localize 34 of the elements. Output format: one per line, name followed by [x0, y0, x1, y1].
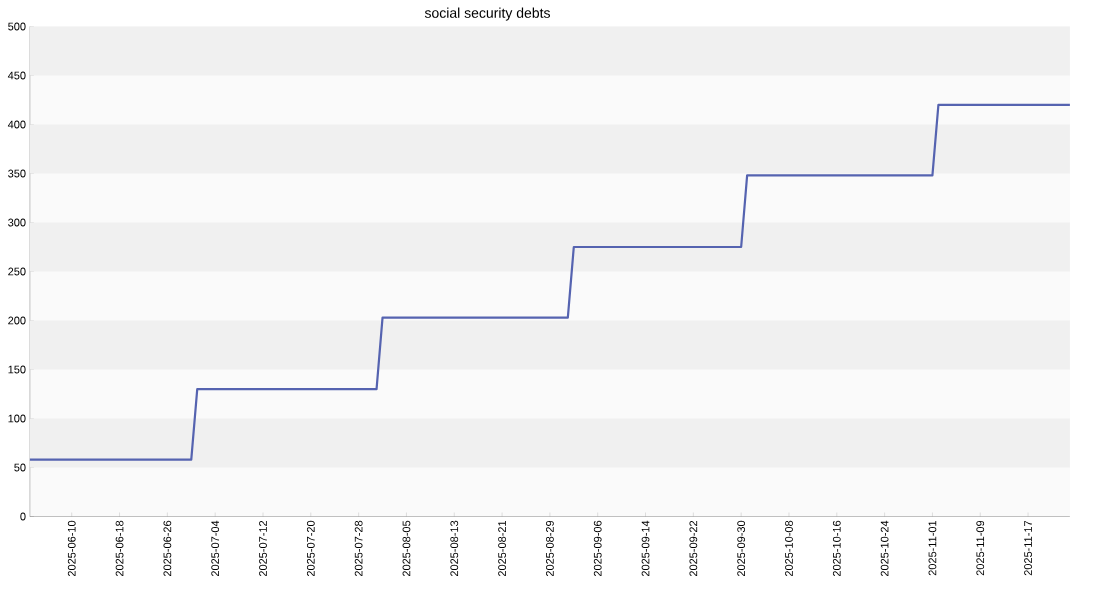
x-tick-label: 2025-07-04 [211, 520, 220, 577]
y-tick-label: 250 [8, 267, 26, 276]
y-tick-label: 400 [7, 120, 26, 129]
y-tick-label: 350 [8, 169, 26, 178]
y-tick-label: 300 [8, 218, 26, 227]
x-tick-label: 2025-08-29 [546, 520, 554, 577]
y-tick-label: 100 [8, 414, 26, 423]
x-tick-label: 2025-09-22 [689, 520, 698, 577]
x-tick-label: 2025-06-10 [67, 520, 76, 577]
x-tick-label: 2025-06-26 [163, 520, 172, 577]
x-tick-label: 2025-11-01 [928, 520, 937, 576]
x-tick-label: 2025-08-13 [450, 520, 459, 577]
x-tick-label: 2025-08-05 [402, 520, 411, 577]
x-tick-label: 2025-11-17 [1024, 520, 1032, 576]
x-tick-label: 2025-11-09 [976, 520, 985, 576]
y-tick-label: 500 [8, 22, 26, 31]
x-tick-label: 2025-07-20 [306, 520, 315, 577]
x-tick-label: 2025-06-18 [115, 520, 124, 577]
x-tick-label: 2025-07-28 [354, 520, 363, 577]
y-tick-label: 0 [20, 512, 26, 521]
x-tick-label: 2025-08-21 [498, 520, 506, 577]
y-tick-label: 50 [14, 463, 26, 472]
x-tick-label: 2025-09-14 [641, 520, 650, 577]
x-tick-label: 2025-10-08 [785, 520, 793, 577]
y-tick-label: 150 [8, 365, 26, 374]
x-tick-label: 2025-09-06 [593, 520, 602, 577]
x-tick-label: 2025-10-24 [880, 520, 889, 577]
x-tick-label: 2025-10-16 [832, 520, 841, 577]
line-series [28, 103, 1071, 461]
y-tick-label: 450 [7, 71, 26, 80]
chart-title: social security debts [424, 7, 550, 21]
x-tick-label: 2025-09-30 [737, 520, 746, 577]
x-tick-label: 2025-07-12 [259, 520, 267, 577]
y-tick-label: 200 [8, 316, 26, 325]
